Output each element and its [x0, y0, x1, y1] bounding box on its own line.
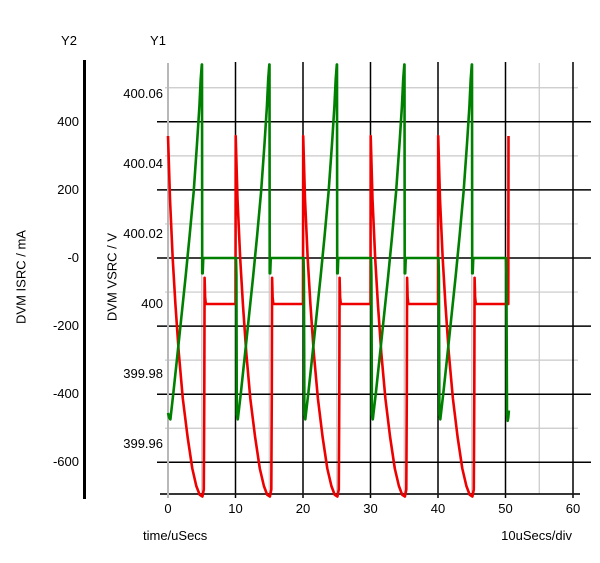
- y1-tick-label: 400: [141, 296, 163, 311]
- trace-dvm-vsrc: [166, 134, 510, 498]
- y2-tick-label: 400: [57, 113, 79, 129]
- y1-tick-label: 399.96: [123, 436, 163, 451]
- x-scale-per-div-label: 10uSecs/div: [501, 528, 572, 543]
- y2-tick-label: 200: [57, 181, 79, 197]
- x-axis-label: time/uSecs: [143, 528, 208, 543]
- y2-tick-label: -600: [52, 454, 79, 470]
- y2-tick-label: -400: [52, 386, 79, 402]
- x-tick-label: 10: [228, 501, 243, 516]
- y1-tick-label: 400.06: [123, 86, 163, 101]
- x-tick-label: 30: [363, 501, 378, 516]
- y2-tick-label: -0: [67, 250, 79, 265]
- x-tick-label: 60: [565, 501, 581, 516]
- y1-axis-title: Y1: [150, 33, 166, 48]
- y2-axis-title: Y2: [61, 33, 77, 48]
- y2-axis-unit-label: DVM ISRC / mA: [13, 230, 29, 324]
- y1-tick-label: 399.98: [123, 366, 163, 381]
- y1-tick-label: 400.02: [123, 226, 163, 241]
- x-tick-label: 40: [430, 501, 446, 516]
- x-tick-label: 20: [295, 501, 311, 516]
- x-tick-label: 0: [164, 501, 172, 516]
- y1-tick-label: 400.04: [123, 156, 163, 171]
- trace-dvm-isrc: [166, 63, 511, 423]
- y2-tick-label: -200: [52, 318, 79, 334]
- x-tick-label: 50: [498, 501, 513, 516]
